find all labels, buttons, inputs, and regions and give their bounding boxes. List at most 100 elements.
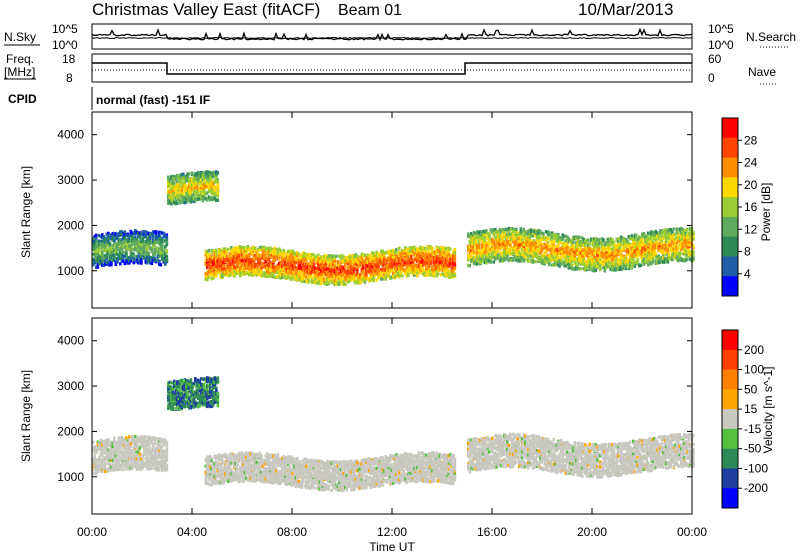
heat-cell [330, 275, 334, 279]
heat-cell [500, 238, 503, 242]
heat-cell [213, 251, 217, 255]
heat-cell [267, 270, 271, 274]
heat-cell [503, 249, 506, 253]
heat-cell [107, 251, 110, 255]
heat-cell [245, 247, 248, 251]
heat-cell [317, 274, 320, 278]
heat-cell [336, 261, 340, 265]
heat-cell [209, 178, 212, 182]
heat-cell [134, 232, 137, 236]
heat-cell [294, 261, 298, 265]
heat-cell [494, 227, 497, 232]
heat-cell [354, 281, 358, 285]
heat-cell [443, 247, 446, 251]
heat-cell [360, 263, 364, 267]
heat-cell [302, 259, 305, 263]
heat-cell [117, 237, 121, 241]
heat-cell [435, 269, 439, 273]
heat-cell [149, 261, 152, 265]
heat-cell [365, 269, 368, 273]
heat-cell [383, 262, 386, 266]
heat-cell [365, 257, 368, 261]
heat-cell [159, 248, 163, 252]
heat-cell [485, 250, 488, 254]
heat-cell [401, 264, 404, 268]
heat-cell [275, 270, 278, 275]
heat-cell [261, 254, 265, 259]
cpid-text: normal (fast) -151 IF [96, 93, 210, 107]
heat-cell [342, 266, 346, 270]
heat-cell [218, 254, 221, 258]
heat-cell [512, 246, 515, 250]
heat-cell [398, 246, 401, 250]
heat-cell [416, 250, 419, 254]
heat-cell [257, 261, 260, 265]
heat-cell [269, 274, 272, 278]
heat-cell [258, 248, 262, 252]
heat-cell [258, 257, 262, 261]
heat-cell [500, 258, 503, 263]
heat-cell [158, 259, 161, 263]
heat-cell [425, 261, 428, 265]
heat-cell [539, 241, 542, 245]
heat-cell [245, 251, 248, 255]
heat-cell [491, 242, 494, 246]
heat-cell [239, 250, 242, 254]
heat-cell [473, 235, 476, 240]
heat-cell [269, 249, 272, 253]
heat-cell [524, 251, 527, 255]
heat-cell [287, 271, 290, 275]
heat-cell [111, 244, 115, 248]
heat-cell [105, 238, 109, 242]
heat-cell [527, 232, 530, 236]
heat-cell [227, 270, 230, 275]
heat-cell [215, 267, 218, 271]
heat-cell [293, 277, 296, 281]
heat-cell [173, 175, 176, 179]
heat-cell [312, 258, 316, 262]
heat-cell [293, 262, 296, 266]
heat-cell [293, 264, 296, 268]
heat-cell [287, 258, 290, 263]
heat-cell [285, 274, 289, 278]
heat-cell [503, 258, 506, 262]
heat-cell [351, 267, 355, 271]
heat-cell [321, 256, 325, 260]
heat-cell [117, 232, 121, 236]
heat-cell [221, 253, 224, 257]
heat-cell [140, 249, 143, 253]
heat-cell [185, 177, 188, 181]
heat-cell [353, 260, 356, 265]
heat-cell [278, 262, 281, 266]
heat-cell [534, 254, 538, 258]
noise-left-tick-top: 10^5 [52, 22, 78, 36]
heat-cell [227, 261, 230, 265]
heat-cell [534, 241, 538, 245]
heat-cell [420, 263, 424, 267]
heat-cell [327, 255, 331, 259]
heat-cell [255, 251, 259, 255]
heat-cell [518, 243, 521, 247]
heat-cell [300, 266, 304, 270]
heat-cell [249, 269, 253, 273]
heat-cell [371, 276, 374, 280]
heat-cell [191, 171, 194, 175]
heat-cell [324, 277, 328, 282]
heat-cell [288, 252, 292, 256]
heat-cell [330, 272, 334, 276]
heat-cell [111, 253, 115, 258]
heat-cell [438, 249, 442, 253]
heat-cell [200, 190, 203, 194]
heat-cell [480, 248, 484, 252]
heat-cell [404, 251, 407, 256]
heat-cell [273, 269, 277, 274]
heat-cell [353, 262, 356, 267]
heat-cell [384, 271, 388, 275]
heat-cell [245, 262, 248, 266]
heat-cell [231, 269, 235, 273]
heat-cell [240, 269, 244, 273]
heat-cell [347, 280, 350, 284]
heat-cell [440, 261, 443, 265]
heat-cell [108, 257, 112, 261]
heat-cell [242, 259, 245, 263]
